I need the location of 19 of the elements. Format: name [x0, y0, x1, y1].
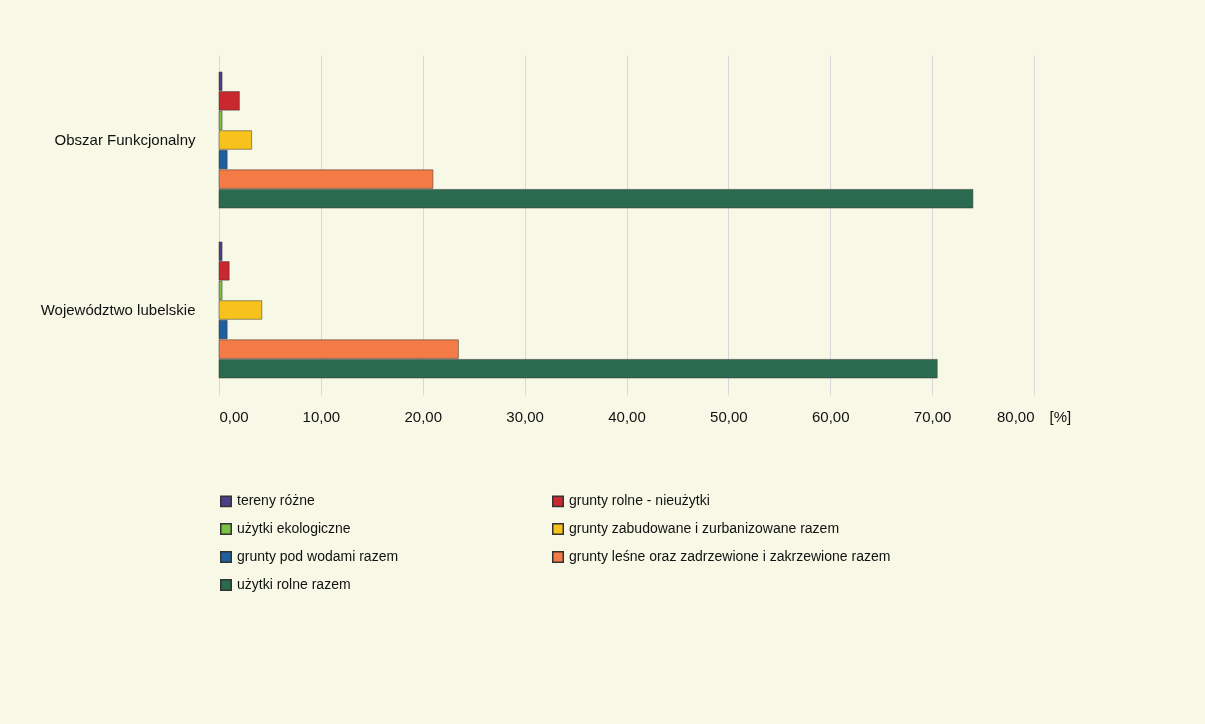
x-tick-label: 70,00 [913, 407, 952, 425]
x-tick-label: 30,00 [506, 407, 544, 425]
x-axis-title: [%] [1049, 407, 1072, 425]
y-tick-label: Województwo lubelskie [40, 301, 196, 318]
legend-label: grunty leśne oraz zadrzewione i zakrzewione razem [569, 548, 891, 564]
legend-label: tereny różne [237, 492, 316, 509]
x-tick-label: 20,00 [404, 407, 443, 425]
x-tick-label: 40,00 [608, 407, 646, 425]
x-tick-label: 10,00 [302, 407, 341, 425]
legend-label: grunty pod wodami razem [237, 548, 399, 564]
x-tick-label: 60,00 [811, 407, 850, 425]
y-tick-label: Obszar Funkcjonalny [54, 131, 196, 148]
legend-label: grunty zabudowane i zurbanizowane razem [569, 520, 840, 536]
x-tick-label: 0,00 [219, 407, 249, 425]
x-tick-label: 50,00 [710, 407, 748, 425]
legend-label: użytki ekologiczne [237, 520, 351, 536]
x-tick-label: 80,00 [996, 407, 1035, 425]
legend-label: grunty rolne - nieużytki [569, 492, 710, 509]
legend-label: użytki rolne razem [237, 576, 351, 592]
